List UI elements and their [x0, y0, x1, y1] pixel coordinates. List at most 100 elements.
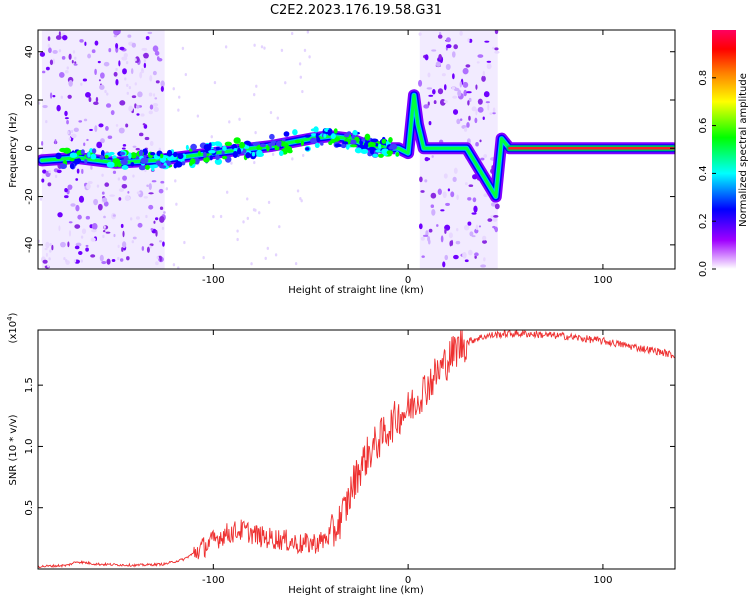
noise-speckle	[431, 49, 437, 52]
signal-blob	[381, 138, 387, 144]
noise-speckle	[118, 197, 122, 201]
noise-speckle	[213, 80, 217, 85]
signal-blob	[320, 142, 324, 146]
noise-speckle	[451, 86, 456, 90]
noise-speckle	[56, 104, 61, 112]
signal-blob	[203, 143, 212, 151]
signal-blob	[368, 146, 376, 151]
noise-speckle	[105, 103, 112, 108]
noise-speckle	[486, 60, 492, 63]
noise-speckle	[49, 242, 52, 247]
noise-speckle	[172, 87, 175, 91]
signal-blob	[388, 145, 394, 150]
spectrogram-y-tick-label: 40	[24, 45, 35, 58]
noise-speckle	[219, 214, 223, 219]
noise-speckle	[141, 246, 145, 251]
signal-blob	[309, 137, 318, 144]
snr-series-line	[38, 330, 675, 569]
noise-speckle	[147, 31, 153, 35]
noise-speckle	[68, 53, 72, 60]
noise-speckle	[80, 82, 83, 86]
signal-blob	[69, 152, 78, 158]
noise-speckle	[443, 173, 448, 179]
noise-speckle	[246, 216, 250, 220]
noise-speckle	[437, 188, 442, 195]
signal-blob	[99, 155, 104, 160]
noise-speckle	[67, 184, 73, 190]
noise-speckle	[468, 97, 472, 102]
noise-speckle	[124, 195, 131, 202]
noise-speckle	[144, 136, 150, 141]
noise-speckle	[58, 225, 61, 232]
noise-speckle	[67, 241, 70, 248]
noise-speckle	[143, 124, 148, 129]
noise-speckle	[109, 194, 115, 197]
noise-speckle	[96, 184, 100, 188]
noise-speckle	[137, 222, 143, 228]
noise-speckle	[74, 56, 77, 60]
noise-speckle	[428, 94, 434, 97]
noise-speckle	[466, 91, 472, 94]
noise-speckle	[291, 157, 294, 161]
noise-speckle	[44, 247, 48, 251]
signal-blob	[172, 151, 178, 158]
noise-speckle	[475, 108, 478, 116]
signal-blob	[287, 149, 293, 154]
noise-speckle	[42, 104, 48, 109]
noise-speckle	[481, 75, 486, 82]
noise-speckle	[174, 179, 177, 183]
noise-speckle	[67, 131, 70, 135]
spectrogram-axes: -100 0 100 -40 -20 0 20 40	[24, 30, 675, 286]
noise-speckle	[155, 229, 158, 237]
noise-speckle	[303, 48, 307, 52]
noise-speckle	[115, 67, 118, 72]
noise-speckle	[148, 92, 153, 97]
noise-speckle	[54, 174, 58, 178]
noise-speckle	[95, 96, 99, 103]
noise-speckle	[107, 135, 113, 139]
signal-blob	[130, 152, 137, 159]
noise-speckle	[58, 49, 62, 53]
noise-speckle	[112, 170, 117, 174]
signal-blob	[354, 147, 362, 154]
noise-speckle	[482, 235, 487, 241]
noise-speckle	[52, 94, 56, 98]
noise-speckle	[47, 182, 52, 187]
noise-speckle	[48, 170, 51, 174]
noise-speckle	[119, 46, 125, 51]
noise-speckle	[89, 128, 93, 132]
noise-speckle	[225, 190, 229, 194]
snr-y-tick-label: 1.5	[24, 377, 35, 393]
noise-speckle	[455, 240, 461, 245]
noise-speckle	[41, 140, 44, 146]
noise-speckle	[47, 264, 50, 268]
noise-speckle	[90, 165, 93, 170]
signal-blob	[328, 140, 333, 146]
noise-speckle	[39, 51, 46, 57]
signal-blob	[193, 157, 200, 165]
noise-speckle	[290, 31, 294, 36]
noise-speckle	[475, 142, 479, 147]
noise-speckle	[115, 78, 119, 86]
spectrogram-y-tick-label: 0	[24, 145, 35, 151]
noise-speckle	[76, 168, 80, 174]
signal-blob	[214, 158, 223, 165]
snr-x-axis-label: Height of straight line (km)	[288, 585, 424, 596]
spectrogram-x-tick-label: 0	[405, 275, 411, 286]
signal-blob	[87, 151, 91, 158]
noise-speckle	[125, 123, 129, 128]
noise-speckle	[121, 184, 128, 189]
noise-speckle	[148, 110, 153, 115]
signal-blob	[294, 139, 301, 144]
noise-speckle	[148, 192, 154, 195]
noise-speckle	[162, 241, 165, 247]
noise-speckle	[131, 240, 135, 244]
noise-speckle	[41, 70, 46, 74]
noise-speckle	[61, 56, 66, 60]
noise-speckle	[423, 104, 430, 109]
signal-blob	[251, 151, 256, 157]
noise-speckle	[141, 47, 148, 51]
noise-speckle	[151, 180, 157, 183]
noise-speckle	[97, 60, 101, 64]
noise-speckle	[138, 132, 144, 137]
